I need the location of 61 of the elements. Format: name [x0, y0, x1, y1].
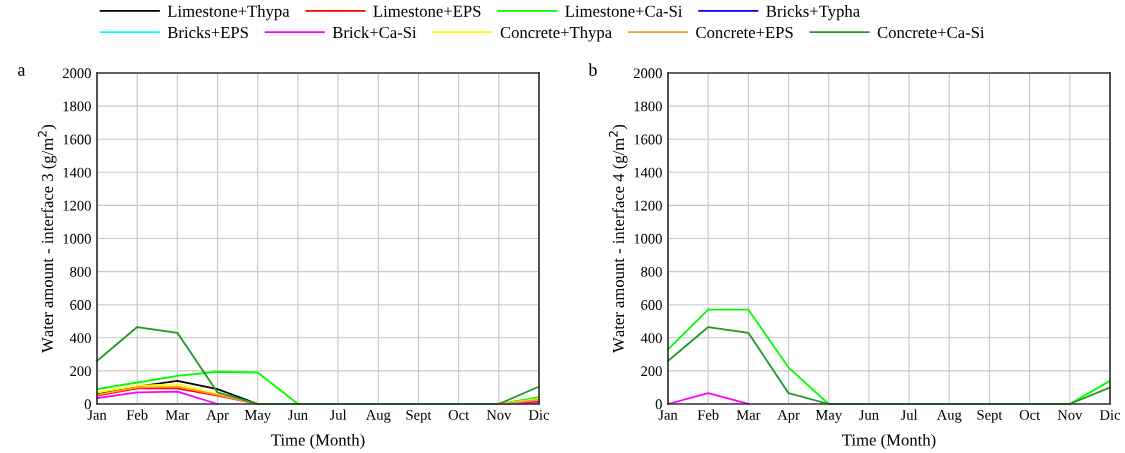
y-tick-label: 2000: [633, 68, 662, 79]
x-tick-label: Aug: [936, 410, 962, 423]
y-axis-title: Water amount - interface 4 (g/m$^{2}$): [608, 124, 628, 353]
legend-label: Concrete+Thypa: [500, 26, 612, 42]
x-tick-label: Apr: [777, 410, 800, 423]
x-tick-label: Jun: [859, 410, 879, 420]
x-tick-label: Aug: [365, 410, 391, 423]
x-tick-label: Jun: [288, 410, 308, 420]
legend-label: Limestone+Ca-Si: [565, 5, 683, 17]
y-tick-label: 1400: [63, 167, 91, 178]
y-tick-label: 1000: [63, 233, 91, 244]
x-tick-label: Jan: [87, 410, 107, 420]
y-tick-label: 200: [70, 366, 91, 377]
chart-title: b: [588, 63, 597, 76]
y-tick-label: 400: [69, 333, 91, 343]
x-tick-label: Mar: [165, 410, 190, 420]
x-axis-title: Time (Month): [271, 433, 365, 450]
y-tick-label: 600: [641, 300, 662, 310]
y-tick-label: 0: [84, 399, 91, 410]
x-tick-label: Oct: [1019, 410, 1041, 420]
y-tick-label: 1600: [634, 134, 662, 145]
legend-label: Limestone+Thypa: [167, 5, 290, 21]
y-tick-label: 0: [655, 399, 662, 410]
y-tick-label: 2000: [62, 68, 91, 79]
legend-label: Concrete+Ca-Si: [877, 26, 985, 39]
x-tick-label: Jan: [658, 410, 678, 420]
y-axis-title: Water amount - interface 3 (g/m$^{2}$): [37, 124, 57, 353]
x-axis-title: Time (Month): [842, 433, 936, 450]
x-tick-label: Dic: [528, 410, 550, 420]
y-tick-label: 200: [641, 366, 662, 377]
y-tick-label: 800: [70, 266, 91, 277]
legend-label: Bricks+EPS: [167, 26, 248, 39]
legend-label: Limestone+EPS: [373, 5, 481, 17]
legend-label: Bricks+Typha: [766, 5, 860, 21]
chart-title: a: [18, 67, 26, 76]
y-tick-label: 1800: [63, 101, 91, 112]
x-tick-label: Feb: [126, 409, 148, 420]
x-tick-label: Jul: [900, 409, 918, 420]
y-tick-label: 1600: [63, 134, 91, 145]
x-tick-label: Sept: [977, 410, 1003, 423]
x-tick-label: May: [244, 410, 272, 423]
x-tick-label: Mar: [736, 410, 761, 420]
y-tick-label: 400: [640, 333, 662, 343]
y-tick-label: 1000: [634, 233, 662, 244]
y-tick-label: 1800: [634, 101, 662, 112]
legend-label: Brick+Ca-Si: [332, 26, 417, 39]
x-tick-label: Sept: [406, 410, 432, 423]
y-tick-label: 1400: [634, 167, 662, 178]
x-tick-label: May: [815, 410, 843, 423]
y-tick-label: 1200: [63, 200, 91, 211]
x-tick-label: Nov: [486, 410, 512, 420]
y-tick-label: 1200: [634, 200, 662, 211]
x-tick-label: Jul: [329, 409, 347, 420]
x-tick-label: Nov: [1057, 410, 1083, 420]
x-tick-label: Oct: [448, 410, 470, 420]
x-tick-label: Feb: [697, 409, 719, 420]
y-tick-label: 800: [641, 266, 662, 277]
y-tick-label: 600: [70, 300, 91, 310]
x-tick-label: Dic: [1099, 410, 1121, 420]
x-tick-label: Apr: [206, 410, 229, 423]
legend-label: Concrete+EPS: [696, 26, 793, 39]
